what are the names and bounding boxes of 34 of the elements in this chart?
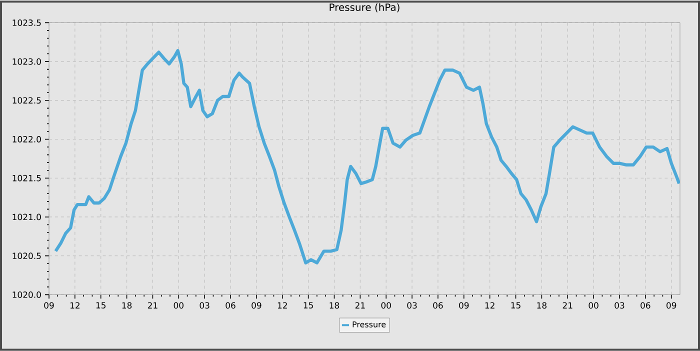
x-tick-label: 15: [511, 302, 520, 309]
x-tick-label: 00: [174, 302, 184, 309]
x-tick-label: 15: [96, 302, 106, 309]
y-tick-label: 1023.5: [12, 20, 41, 26]
y-tick-label: 1023.0: [12, 58, 41, 65]
x-tick-label: 00: [381, 302, 391, 309]
y-tick-label: 1022.0: [12, 136, 41, 143]
x-tick-label: 06: [433, 302, 443, 309]
x-tick-label: 21: [148, 302, 158, 309]
y-tick-label: 1020.5: [12, 252, 41, 260]
x-tick-label: 09: [252, 302, 262, 309]
x-tick-label: 09: [666, 302, 676, 309]
x-tick-label: 09: [459, 302, 469, 309]
x-tick-label: 18: [537, 302, 547, 309]
x-tick-label: 12: [485, 302, 494, 309]
x-tick-label: 00: [588, 302, 598, 309]
x-tick-label: 03: [200, 302, 210, 309]
y-tick-label: 1021.0: [12, 214, 41, 220]
y-tick-label: 1022.5: [12, 97, 41, 104]
x-tick-label: 18: [330, 302, 340, 309]
chart-title: Pressure (hPa): [330, 3, 400, 12]
x-tick-label: 21: [562, 302, 572, 309]
y-tick-label: 1021.5: [12, 175, 41, 182]
x-tick-label: 03: [614, 302, 624, 309]
y-tick-label: 1020.0: [12, 292, 41, 298]
x-tick-label: 18: [122, 302, 132, 309]
x-tick-label: 03: [407, 302, 417, 309]
x-tick-label: 12: [70, 302, 80, 309]
x-tick-label: 06: [640, 302, 650, 309]
x-tick-label: 12: [278, 302, 287, 309]
x-tick-label: 06: [226, 302, 236, 309]
x-tick-label: 21: [355, 302, 365, 309]
x-tick-label: 15: [304, 302, 313, 309]
x-tick-label: 09: [44, 302, 54, 309]
